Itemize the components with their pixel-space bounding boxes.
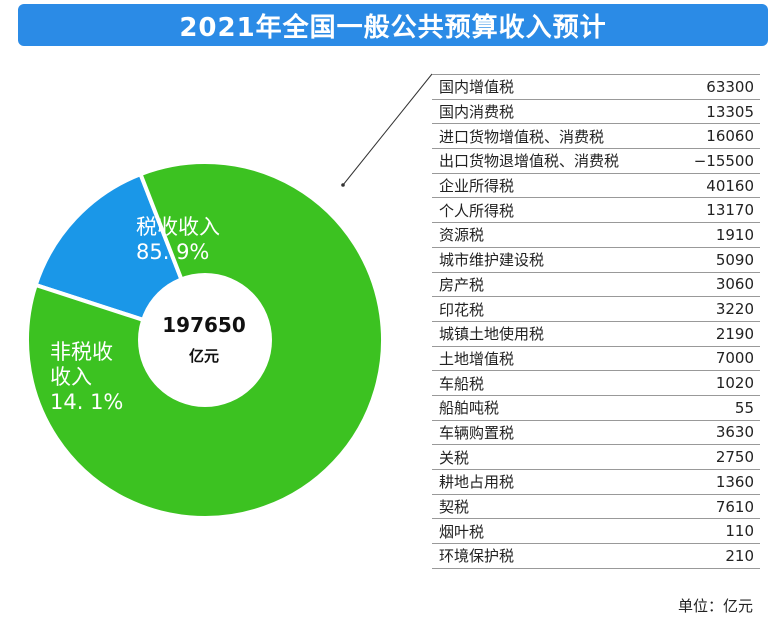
row-name: 国内消费税: [439, 103, 515, 122]
row-value: 3630: [715, 423, 754, 442]
row-name: 进口货物增值税、消费税: [439, 127, 605, 146]
table-row: 资源税 1910: [432, 223, 760, 248]
row-name: 船舶吨税: [439, 399, 500, 418]
row-name: 房产税: [439, 275, 485, 294]
row-value: 63300: [706, 77, 754, 96]
nontax-label-line1: 非税收: [50, 340, 113, 364]
row-value: 3220: [715, 300, 754, 319]
row-name: 出口货物退增值税、消费税: [439, 152, 620, 171]
table-row: 环境保护税 210: [432, 544, 760, 569]
table-row: 车船税 1020: [432, 371, 760, 396]
row-value: 7000: [715, 349, 754, 368]
title-bar: 2021年全国一般公共预算收入预计: [18, 4, 768, 46]
row-name: 车船税: [439, 374, 485, 393]
row-value: 3060: [715, 275, 754, 294]
center-unit: 亿元: [188, 347, 219, 365]
nontax-percent: 14. 1%: [50, 390, 124, 414]
table-row: 城镇土地使用税 2190: [432, 322, 760, 347]
row-name: 契税: [439, 498, 470, 517]
table-row: 耕地占用税 1360: [432, 470, 760, 495]
row-value: 55: [734, 398, 754, 417]
table-row: 国内增值税 63300: [432, 75, 760, 100]
slice-label-nontax: 非税收 收入 14. 1%: [50, 340, 123, 415]
row-name: 个人所得税: [439, 201, 515, 220]
table-row: 车辆购置税 3630: [432, 421, 760, 446]
row-name: 烟叶税: [439, 522, 485, 541]
table-row: 印花税 3220: [432, 297, 760, 322]
row-value: 13305: [706, 102, 754, 121]
table-row: 关税 2750: [432, 445, 760, 470]
row-name: 资源税: [439, 226, 485, 245]
table-row: 契税 7610: [432, 495, 760, 520]
row-name: 耕地占用税: [439, 473, 515, 492]
table-row: 土地增值税 7000: [432, 347, 760, 372]
row-name: 企业所得税: [439, 177, 515, 196]
table-row: 船舶吨税 55: [432, 396, 760, 421]
row-value: 5090: [715, 250, 754, 269]
tax-percent: 85. 9%: [136, 240, 210, 264]
tax-label: 税收收入: [136, 215, 220, 239]
row-value: 7610: [715, 497, 754, 516]
row-name: 印花税: [439, 300, 485, 319]
unit-label: 单位：亿元: [677, 597, 753, 615]
row-value: 110: [725, 522, 754, 541]
row-value: −15500: [693, 151, 754, 170]
nontax-label-line2: 收入: [50, 365, 92, 389]
table-row: 进口货物增值税、消费税 16060: [432, 124, 760, 150]
row-value: 210: [725, 546, 754, 565]
row-name: 关税: [439, 448, 470, 467]
row-value: 1910: [715, 225, 754, 244]
table-row: 出口货物退增值税、消费税 −15500: [432, 149, 760, 174]
row-value: 1020: [715, 374, 754, 393]
row-name: 环境保护税: [439, 547, 515, 566]
tax-breakdown-table: 国内增值税 63300 国内消费税 13305 进口货物增值税、消费税 16060 出口货物…: [432, 74, 760, 569]
tax-revenue-slice: [25, 160, 385, 520]
row-name: 国内增值税: [439, 78, 515, 97]
row-value: 16060: [706, 127, 754, 146]
table-row: 烟叶税 110: [432, 519, 760, 545]
leader-line: [342, 73, 433, 186]
row-value: 2190: [715, 324, 754, 343]
row-name: 土地增值税: [439, 349, 515, 368]
slice-label-tax: 税收收入 85. 9%: [136, 215, 220, 265]
table-row: 房产税 3060: [432, 273, 760, 298]
table-row: 城市维护建设税 5090: [432, 248, 760, 273]
row-name: 车辆购置税: [439, 423, 515, 442]
row-value: 2750: [715, 448, 754, 467]
row-value: 1360: [715, 472, 754, 491]
row-name: 城市维护建设税: [439, 251, 545, 270]
chart-title: 2021年全国一般公共预算收入预计: [179, 12, 607, 43]
leader-dot: [341, 183, 345, 187]
table-row: 国内消费税 13305: [432, 100, 760, 125]
table-row: 个人所得税 13170: [432, 198, 760, 224]
row-value: 40160: [706, 176, 754, 195]
center-label: 197650 亿元: [144, 313, 264, 366]
center-value: 197650: [162, 313, 246, 337]
row-value: 13170: [706, 201, 754, 220]
row-name: 城镇土地使用税: [439, 325, 545, 344]
table-row: 企业所得税 40160: [432, 174, 760, 199]
donut-hole: [138, 273, 272, 407]
